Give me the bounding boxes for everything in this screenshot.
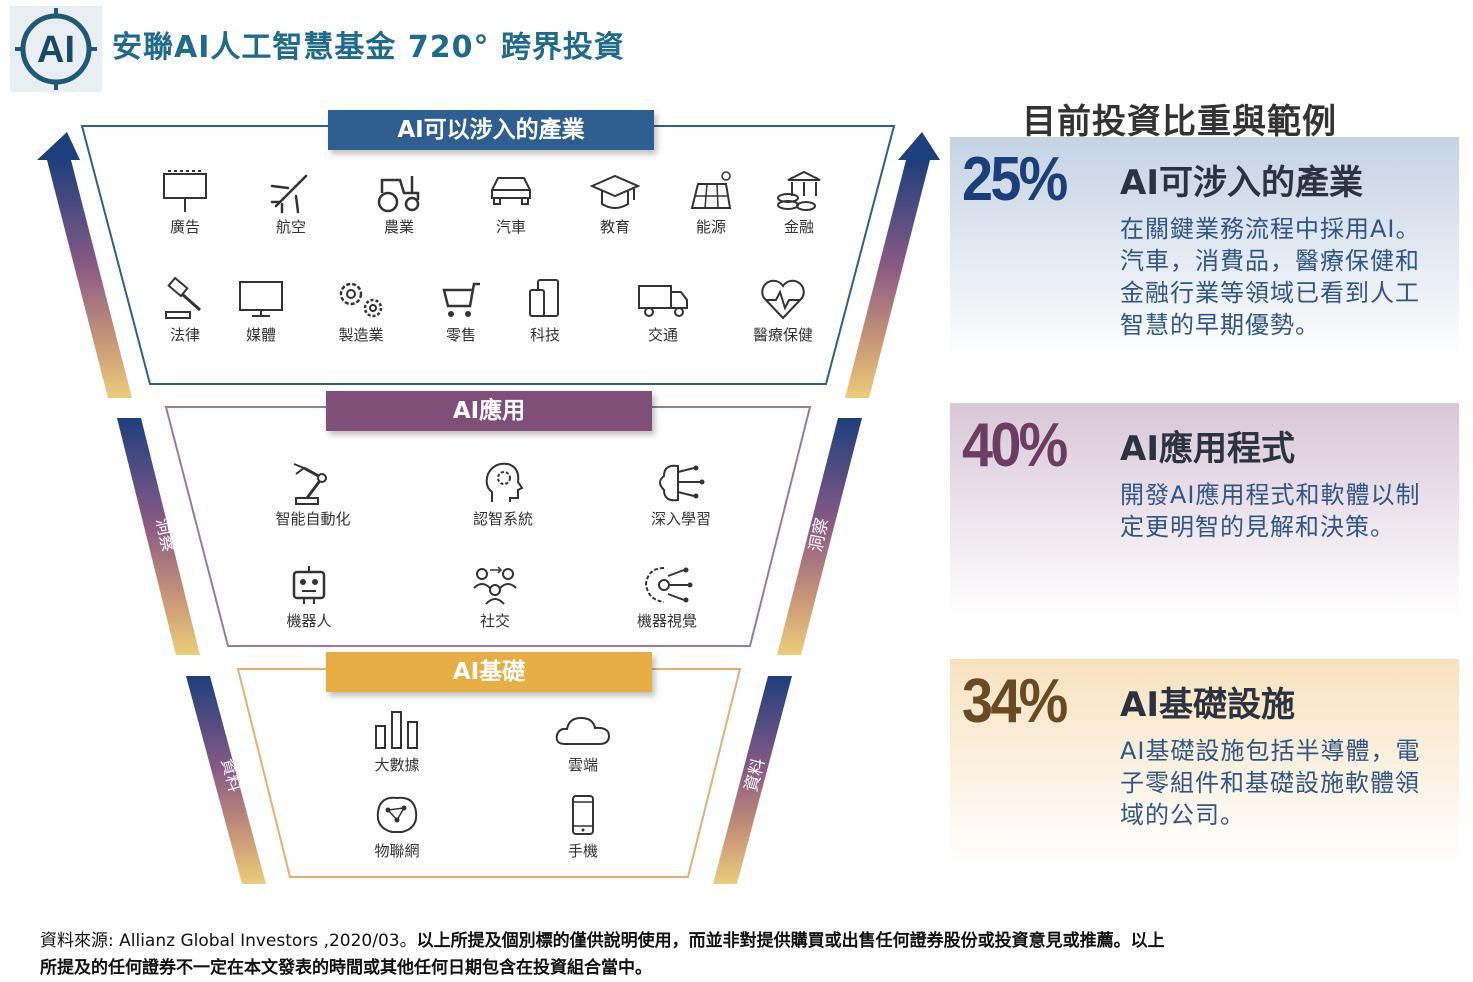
infra-cloud: 雲端 bbox=[528, 708, 638, 775]
allocation-title: AI可涉入的產業 bbox=[1120, 163, 1363, 203]
robot-head-icon bbox=[292, 566, 326, 604]
allocation-percent: 40% bbox=[962, 411, 1068, 480]
devices-icon bbox=[529, 279, 559, 317]
band3-title: AI基礎 bbox=[326, 652, 652, 692]
footer-disclaimer: 資料來源: Allianz Global Investors ,2020/03。… bbox=[40, 928, 1170, 982]
industry-auto: 汽車 bbox=[456, 168, 566, 237]
industry-technology: 科技 bbox=[490, 276, 600, 345]
app-social: 社交 bbox=[440, 562, 550, 631]
car-icon bbox=[491, 177, 531, 205]
band3-outline bbox=[236, 668, 742, 878]
industry-energy: 能源 bbox=[656, 168, 766, 237]
industry-law: 法律 bbox=[130, 276, 240, 345]
smartphone-icon bbox=[572, 795, 594, 835]
allocation-card-infrastructure: 34% AI基礎設施 AI基礎設施包括半導體，電子零組件和基礎設施軟體領域的公司… bbox=[950, 659, 1459, 864]
allocation-description: 開發AI應用程式和軟體以制定更明智的見解和決策。 bbox=[1120, 481, 1421, 541]
band1-title: AI可以涉入的產業 bbox=[328, 110, 654, 150]
allocation-description: AI基礎設施包括半導體，電子零組件和基礎設施軟體領域的公司。 bbox=[1120, 737, 1421, 829]
industry-education: 教育 bbox=[560, 168, 670, 237]
allocation-title: AI基礎設施 bbox=[1120, 685, 1295, 725]
app-cognitive-system: 認智系統 bbox=[448, 460, 558, 529]
infra-iot: 物聯網 bbox=[342, 794, 452, 861]
app-robot: 機器人 bbox=[254, 562, 364, 631]
ai-logo: AI bbox=[10, 6, 102, 92]
page-title: 安聯AI人工智慧基金 720° 跨界投資 bbox=[112, 30, 625, 65]
monitor-icon bbox=[239, 281, 283, 317]
allocation-percent: 25% bbox=[962, 145, 1068, 214]
tractor-icon bbox=[377, 176, 420, 213]
solar-panel-icon bbox=[690, 171, 732, 209]
cloud-icon bbox=[555, 716, 611, 745]
footer-disclaimer-text: 以上所提及個別標的僅供說明使用，而並非對提供購買或出售任何證券股份或投資意見或推… bbox=[40, 931, 1165, 978]
industry-retail: 零售 bbox=[406, 276, 516, 345]
people-network-icon bbox=[473, 566, 517, 605]
bar-chart-icon bbox=[375, 711, 418, 749]
graduation-cap-icon bbox=[590, 174, 640, 209]
industry-manufacturing: 製造業 bbox=[306, 276, 416, 345]
footer-source: 資料來源: Allianz Global Investors ,2020/03。 bbox=[40, 931, 417, 951]
infra-mobile: 手機 bbox=[528, 794, 638, 861]
shopping-cart-icon bbox=[442, 282, 480, 317]
industry-agriculture: 農業 bbox=[344, 168, 454, 237]
allocation-title: AI應用程式 bbox=[1120, 429, 1295, 469]
billboard-icon bbox=[163, 170, 207, 212]
truck-icon bbox=[638, 285, 688, 317]
right-arrow bbox=[713, 132, 940, 884]
airplane-icon bbox=[270, 174, 308, 214]
bank-coins-icon bbox=[777, 170, 821, 211]
heart-pulse-icon bbox=[761, 279, 805, 320]
gears-icon bbox=[339, 282, 383, 318]
gavel-icon bbox=[165, 276, 201, 319]
industry-advertising: 廣告 bbox=[130, 168, 240, 237]
industry-healthcare: 醫療保健 bbox=[728, 276, 838, 345]
allocation-card-industries: 25% AI可涉入的產業 在關鍵業務流程中採用AI。汽車，消費品，醫療保健和金融… bbox=[950, 137, 1459, 362]
brain-network-icon bbox=[376, 796, 418, 833]
vision-circuit-icon bbox=[644, 567, 693, 603]
robot-arm-icon bbox=[293, 463, 327, 505]
allocation-percent: 34% bbox=[962, 667, 1068, 736]
band1-outline bbox=[80, 125, 896, 385]
industry-media: 媒體 bbox=[206, 276, 316, 345]
brain-circuit-icon bbox=[659, 464, 705, 502]
band2-title: AI應用 bbox=[326, 391, 652, 431]
app-deep-learning: 深入學習 bbox=[626, 460, 736, 529]
industry-transport: 交通 bbox=[608, 276, 718, 345]
industry-aviation: 航空 bbox=[236, 168, 346, 237]
allocation-heading: 目前投資比重與範例 bbox=[1022, 102, 1337, 142]
allocation-description: 在關鍵業務流程中採用AI。汽車，消費品，醫療保健和金融行業等領域已看到人工智慧的… bbox=[1120, 215, 1421, 339]
infra-big-data: 大數據 bbox=[342, 708, 452, 775]
app-machine-vision: 機器視覺 bbox=[612, 562, 722, 631]
left-arrow bbox=[37, 132, 266, 884]
allocation-card-applications: 40% AI應用程式 開發AI應用程式和軟體以制定更明智的見解和決策。 bbox=[950, 403, 1459, 618]
head-gear-icon bbox=[485, 462, 524, 502]
logo-text: AI bbox=[37, 29, 75, 71]
ai-logo-icon: AI bbox=[15, 8, 97, 90]
app-intelligent-automation: 智能自動化 bbox=[258, 460, 368, 529]
industry-finance: 金融 bbox=[744, 168, 854, 237]
